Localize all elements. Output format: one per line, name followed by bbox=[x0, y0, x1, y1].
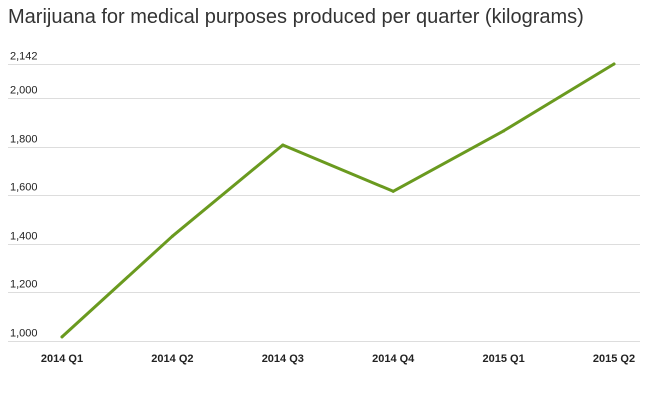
data-point bbox=[281, 143, 285, 147]
y-tick-label: 2,142 bbox=[10, 51, 38, 63]
y-tick-label: 1,200 bbox=[10, 279, 38, 291]
y-tick-label: 1,000 bbox=[10, 328, 38, 340]
grid-layer bbox=[8, 64, 640, 342]
x-tick-label: 2014 Q4 bbox=[372, 353, 415, 365]
x-tick-label: 2015 Q1 bbox=[482, 353, 524, 365]
x-tick-label: 2015 Q2 bbox=[593, 353, 635, 365]
data-point bbox=[170, 234, 174, 238]
x-axis-ticks: 2014 Q1 2014 Q2 2014 Q3 2014 Q4 2015 Q1 2015 … bbox=[41, 353, 635, 365]
y-tick-label: 1,800 bbox=[10, 134, 38, 146]
series-layer bbox=[60, 62, 616, 339]
data-point bbox=[502, 129, 506, 133]
chart-title: Marijuana for medical purposes produced … bbox=[8, 6, 584, 28]
data-point bbox=[60, 335, 64, 339]
data-point bbox=[612, 62, 616, 66]
series-line bbox=[60, 62, 616, 339]
x-tick-label: 2014 Q1 bbox=[41, 353, 83, 365]
data-point bbox=[391, 189, 395, 193]
y-tick-label: 2,000 bbox=[10, 85, 38, 97]
x-tick-label: 2014 Q3 bbox=[262, 353, 304, 365]
y-tick-label: 1,600 bbox=[10, 182, 38, 194]
x-tick-label: 2014 Q2 bbox=[151, 353, 193, 365]
y-tick-label: 1,400 bbox=[10, 231, 38, 243]
y-axis-ticks: 1,000 1,200 1,400 1,600 1,800 2,000 2,142 bbox=[10, 51, 38, 340]
